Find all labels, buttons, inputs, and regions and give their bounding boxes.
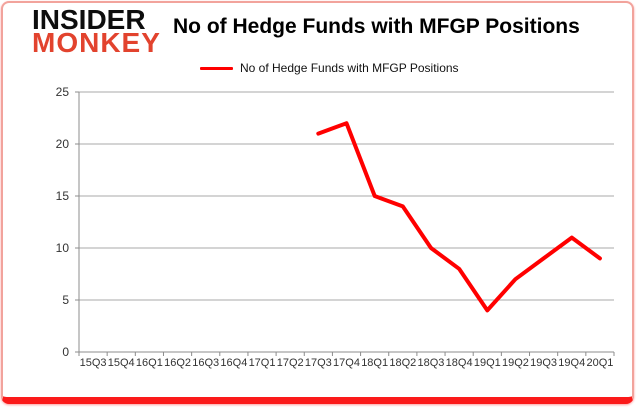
legend-label: No of Hedge Funds with MFGP Positions xyxy=(240,61,459,75)
x-axis-label: 19Q4 xyxy=(558,357,585,369)
y-axis-label: 20 xyxy=(56,137,70,151)
y-axis-label: 5 xyxy=(62,293,69,307)
y-axis-label: 25 xyxy=(56,85,70,99)
x-axis-label: 18Q1 xyxy=(361,357,388,369)
x-axis-label: 18Q2 xyxy=(389,357,416,369)
x-axis-label: 15Q4 xyxy=(108,357,135,369)
x-axis-label: 19Q3 xyxy=(530,357,557,369)
y-axis-label: 10 xyxy=(56,241,70,255)
page-title: No of Hedge Funds with MFGP Positions xyxy=(173,15,580,38)
data-line xyxy=(316,121,602,313)
x-axis-label: 19Q1 xyxy=(474,357,501,369)
chart-legend: No of Hedge Funds with MFGP Positions xyxy=(200,60,459,76)
x-axis-label: 18Q4 xyxy=(446,357,473,369)
x-axis-label: 17Q2 xyxy=(277,357,304,369)
logo-text-monkey: MONKEY xyxy=(32,27,161,59)
insider-monkey-logo: INSIDER MONKEY xyxy=(32,4,161,59)
x-axis-label: 15Q3 xyxy=(80,357,107,369)
x-axis-label: 16Q3 xyxy=(192,357,219,369)
x-axis-label: 16Q4 xyxy=(220,357,247,369)
x-axis-label: 16Q2 xyxy=(164,357,191,369)
x-axis-label: 17Q1 xyxy=(249,357,276,369)
x-axis-label: 20Q1 xyxy=(586,357,613,369)
legend-line-icon xyxy=(200,66,233,70)
x-axis-label: 17Q3 xyxy=(305,357,332,369)
y-axis-label: 15 xyxy=(56,189,70,203)
y-axis-label: 0 xyxy=(62,345,69,359)
x-axis-label: 19Q2 xyxy=(502,357,529,369)
x-axis-label: 16Q1 xyxy=(136,357,163,369)
x-axis-label: 17Q4 xyxy=(333,357,360,369)
logo-text-insider: INSIDER xyxy=(32,4,146,35)
x-axis-label: 18Q3 xyxy=(418,357,445,369)
